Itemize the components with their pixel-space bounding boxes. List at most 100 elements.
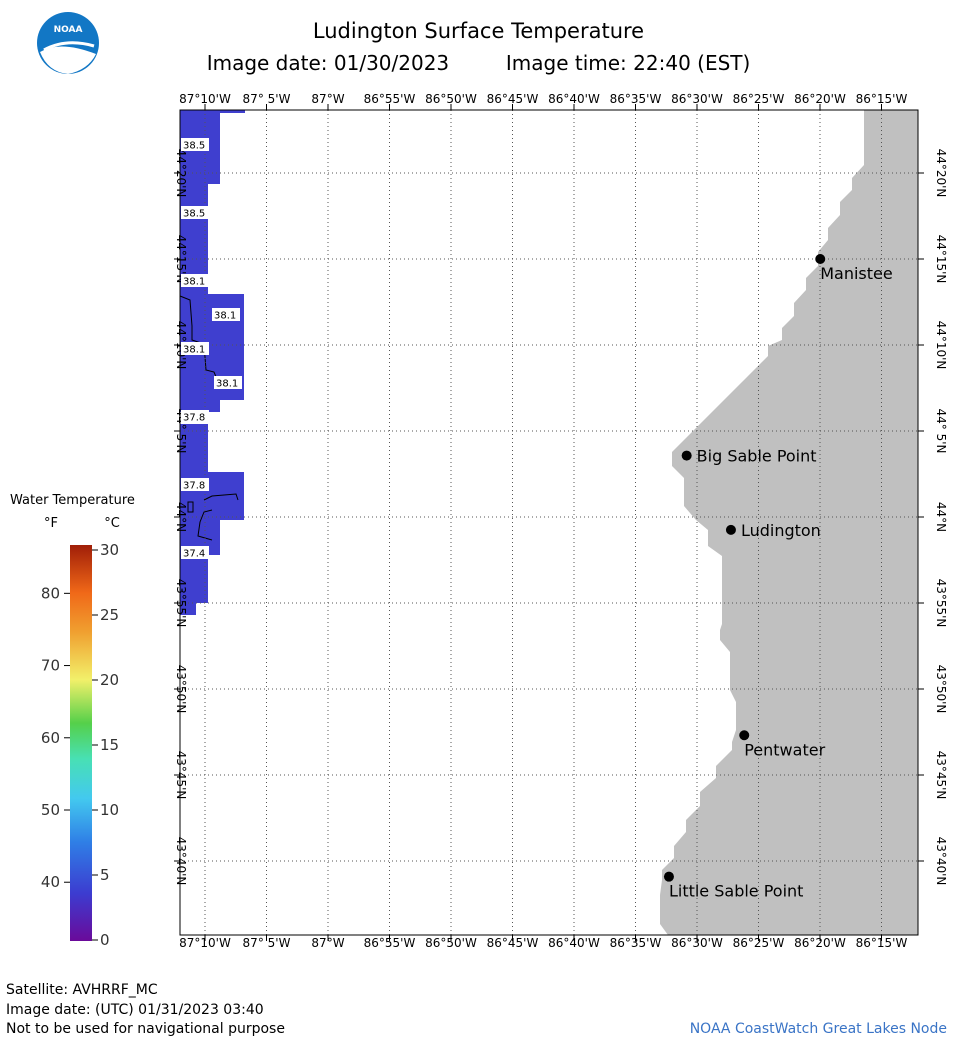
latitude-label: 44° 5'N	[934, 409, 948, 454]
city-dot	[739, 730, 750, 741]
longitude-label: 86°30'W	[671, 936, 723, 950]
longitude-label: 86°30'W	[671, 92, 723, 106]
temperature-label: 37.8	[183, 481, 205, 492]
latitude-label: 43°45'N	[174, 751, 188, 800]
legend-label-f: 80	[41, 584, 60, 602]
legend-label-c: 5	[100, 866, 110, 884]
temperature-label: 37.8	[183, 413, 205, 424]
latitude-label: 44°15'N	[174, 235, 188, 284]
longitude-label: 86°35'W	[610, 936, 662, 950]
longitude-label: 87°W	[311, 92, 344, 106]
longitude-labels-bottom: 87°10'W 87° 5'W 87°W 86°55'W 86°50'W 86°45'W 8…	[179, 936, 907, 950]
utc-date-label: Image date: (UTC) 01/31/2023 03:40	[6, 1002, 264, 1018]
latitude-label: 43°50'N	[934, 665, 948, 714]
longitude-label: 86°25'W	[733, 92, 785, 106]
city-dot	[681, 450, 692, 461]
image-datetime: Image date: 01/30/2023 Image time: 22:40…	[0, 51, 957, 75]
longitude-label: 86°15'W	[856, 92, 908, 106]
longitude-label: 86°50'W	[425, 92, 477, 106]
latitude-label: 44°15'N	[934, 235, 948, 284]
temperature-label-bg	[181, 410, 209, 423]
temperature-label-bg	[181, 138, 209, 151]
temperature-label-bg	[181, 274, 209, 287]
temperature-label: 38.1	[183, 277, 205, 288]
legend-label-c: 30	[100, 541, 119, 559]
legend-label-c: 25	[100, 606, 119, 624]
longitude-label: 86°55'W	[364, 92, 416, 106]
latitude-labels-left: 44°20'N44°15'N44°10'N44° 5'N44°N43°55'N4…	[174, 149, 188, 886]
latitude-label: 43°55'N	[934, 579, 948, 628]
legend-label-c: 20	[100, 671, 119, 689]
longitude-label: 86°15'W	[856, 936, 908, 950]
disclaimer: Not to be used for navigational purpose	[6, 1021, 285, 1037]
graticule	[174, 104, 924, 941]
legend-title: Water Temperature	[10, 493, 135, 508]
longitude-label: 87° 5'W	[243, 92, 291, 106]
latitude-label: 44°N	[934, 502, 948, 532]
city-label: Big Sable Point	[697, 447, 817, 466]
noaa-logo: NOAA	[37, 12, 99, 74]
city-label: Pentwater	[744, 740, 825, 759]
latitude-label: 43°50'N	[174, 665, 188, 714]
legend-unit-f: °F	[44, 516, 58, 531]
longitude-label: 86°25'W	[733, 936, 785, 950]
temperature-label: 38.1	[214, 311, 236, 322]
temperature-label: 38.1	[216, 379, 238, 390]
latitude-label: 44°20'N	[174, 149, 188, 198]
latitude-label: 44°20'N	[934, 149, 948, 198]
longitude-label: 87°10'W	[179, 92, 231, 106]
legend-color-bar	[70, 545, 92, 941]
logo-text: NOAA	[54, 25, 83, 35]
temperature-label-bg	[214, 376, 242, 389]
city-label: Ludington	[741, 521, 821, 540]
longitude-label: 86°20'W	[794, 92, 846, 106]
latitude-label: 43°40'N	[174, 837, 188, 886]
longitude-labels-top: 87°10'W 87° 5'W 87°W 86°55'W 86°50'W 86°45'W 8…	[179, 92, 907, 106]
longitude-label: 86°20'W	[794, 936, 846, 950]
city-dot	[815, 254, 826, 264]
longitude-label: 86°45'W	[487, 92, 539, 106]
latitude-label: 43°55'N	[174, 579, 188, 628]
city-label: Manistee	[820, 264, 893, 283]
longitude-label: 86°35'W	[610, 92, 662, 106]
legend-label-f: 50	[41, 801, 60, 819]
image-time: Image time: 22:40 (EST)	[505, 51, 751, 75]
longitude-label: 86°55'W	[364, 936, 416, 950]
temperature-label: 37.4	[183, 549, 205, 560]
longitude-label: 86°50'W	[425, 936, 477, 950]
temperature-label: 38.1	[183, 345, 205, 356]
temperature-label-bg	[181, 478, 209, 491]
city-dot	[663, 871, 674, 882]
legend-label-c: 10	[100, 801, 119, 819]
legend-label-f: 40	[41, 873, 60, 891]
temperature-labels: 38.5 38.5 38.1 38.1 38.1 38.1 37.8 37.8 37.4	[181, 138, 242, 560]
water-temperature-area	[180, 110, 245, 615]
credit-label: NOAA CoastWatch Great Lakes Node	[689, 1021, 947, 1037]
temperature-label: 38.5	[183, 141, 205, 152]
longitude-label: 86°40'W	[548, 936, 600, 950]
latitude-label: 44°N	[174, 502, 188, 532]
legend-label-c: 0	[100, 931, 110, 949]
latitude-label: 44°10'N	[934, 321, 948, 370]
temperature-label: 38.5	[183, 209, 205, 220]
city-dot	[725, 524, 736, 535]
legend-units: °F °C	[44, 516, 120, 531]
longitude-label: 87° 5'W	[243, 936, 291, 950]
latitude-label: 43°40'N	[934, 837, 948, 886]
satellite-label: Satellite: AVHRRF_MC	[6, 982, 158, 998]
city-label: Little Sable Point	[669, 882, 804, 901]
legend-unit-c: °C	[104, 516, 120, 531]
longitude-label: 86°40'W	[548, 92, 600, 106]
map-frame	[179, 109, 919, 936]
temperature-label-bg	[181, 342, 209, 355]
legend-label-c: 15	[100, 736, 119, 754]
city-markers: Manistee Big Sable Point Ludington Pentwate…	[663, 254, 893, 901]
temperature-label-bg	[181, 546, 209, 559]
map-title: Ludington Surface Temperature	[312, 19, 645, 43]
legend-label-f: 70	[41, 657, 60, 675]
temperature-label-bg	[212, 308, 240, 321]
image-date: Image date: 01/30/2023	[206, 51, 450, 75]
latitude-label: 43°45'N	[934, 751, 948, 800]
